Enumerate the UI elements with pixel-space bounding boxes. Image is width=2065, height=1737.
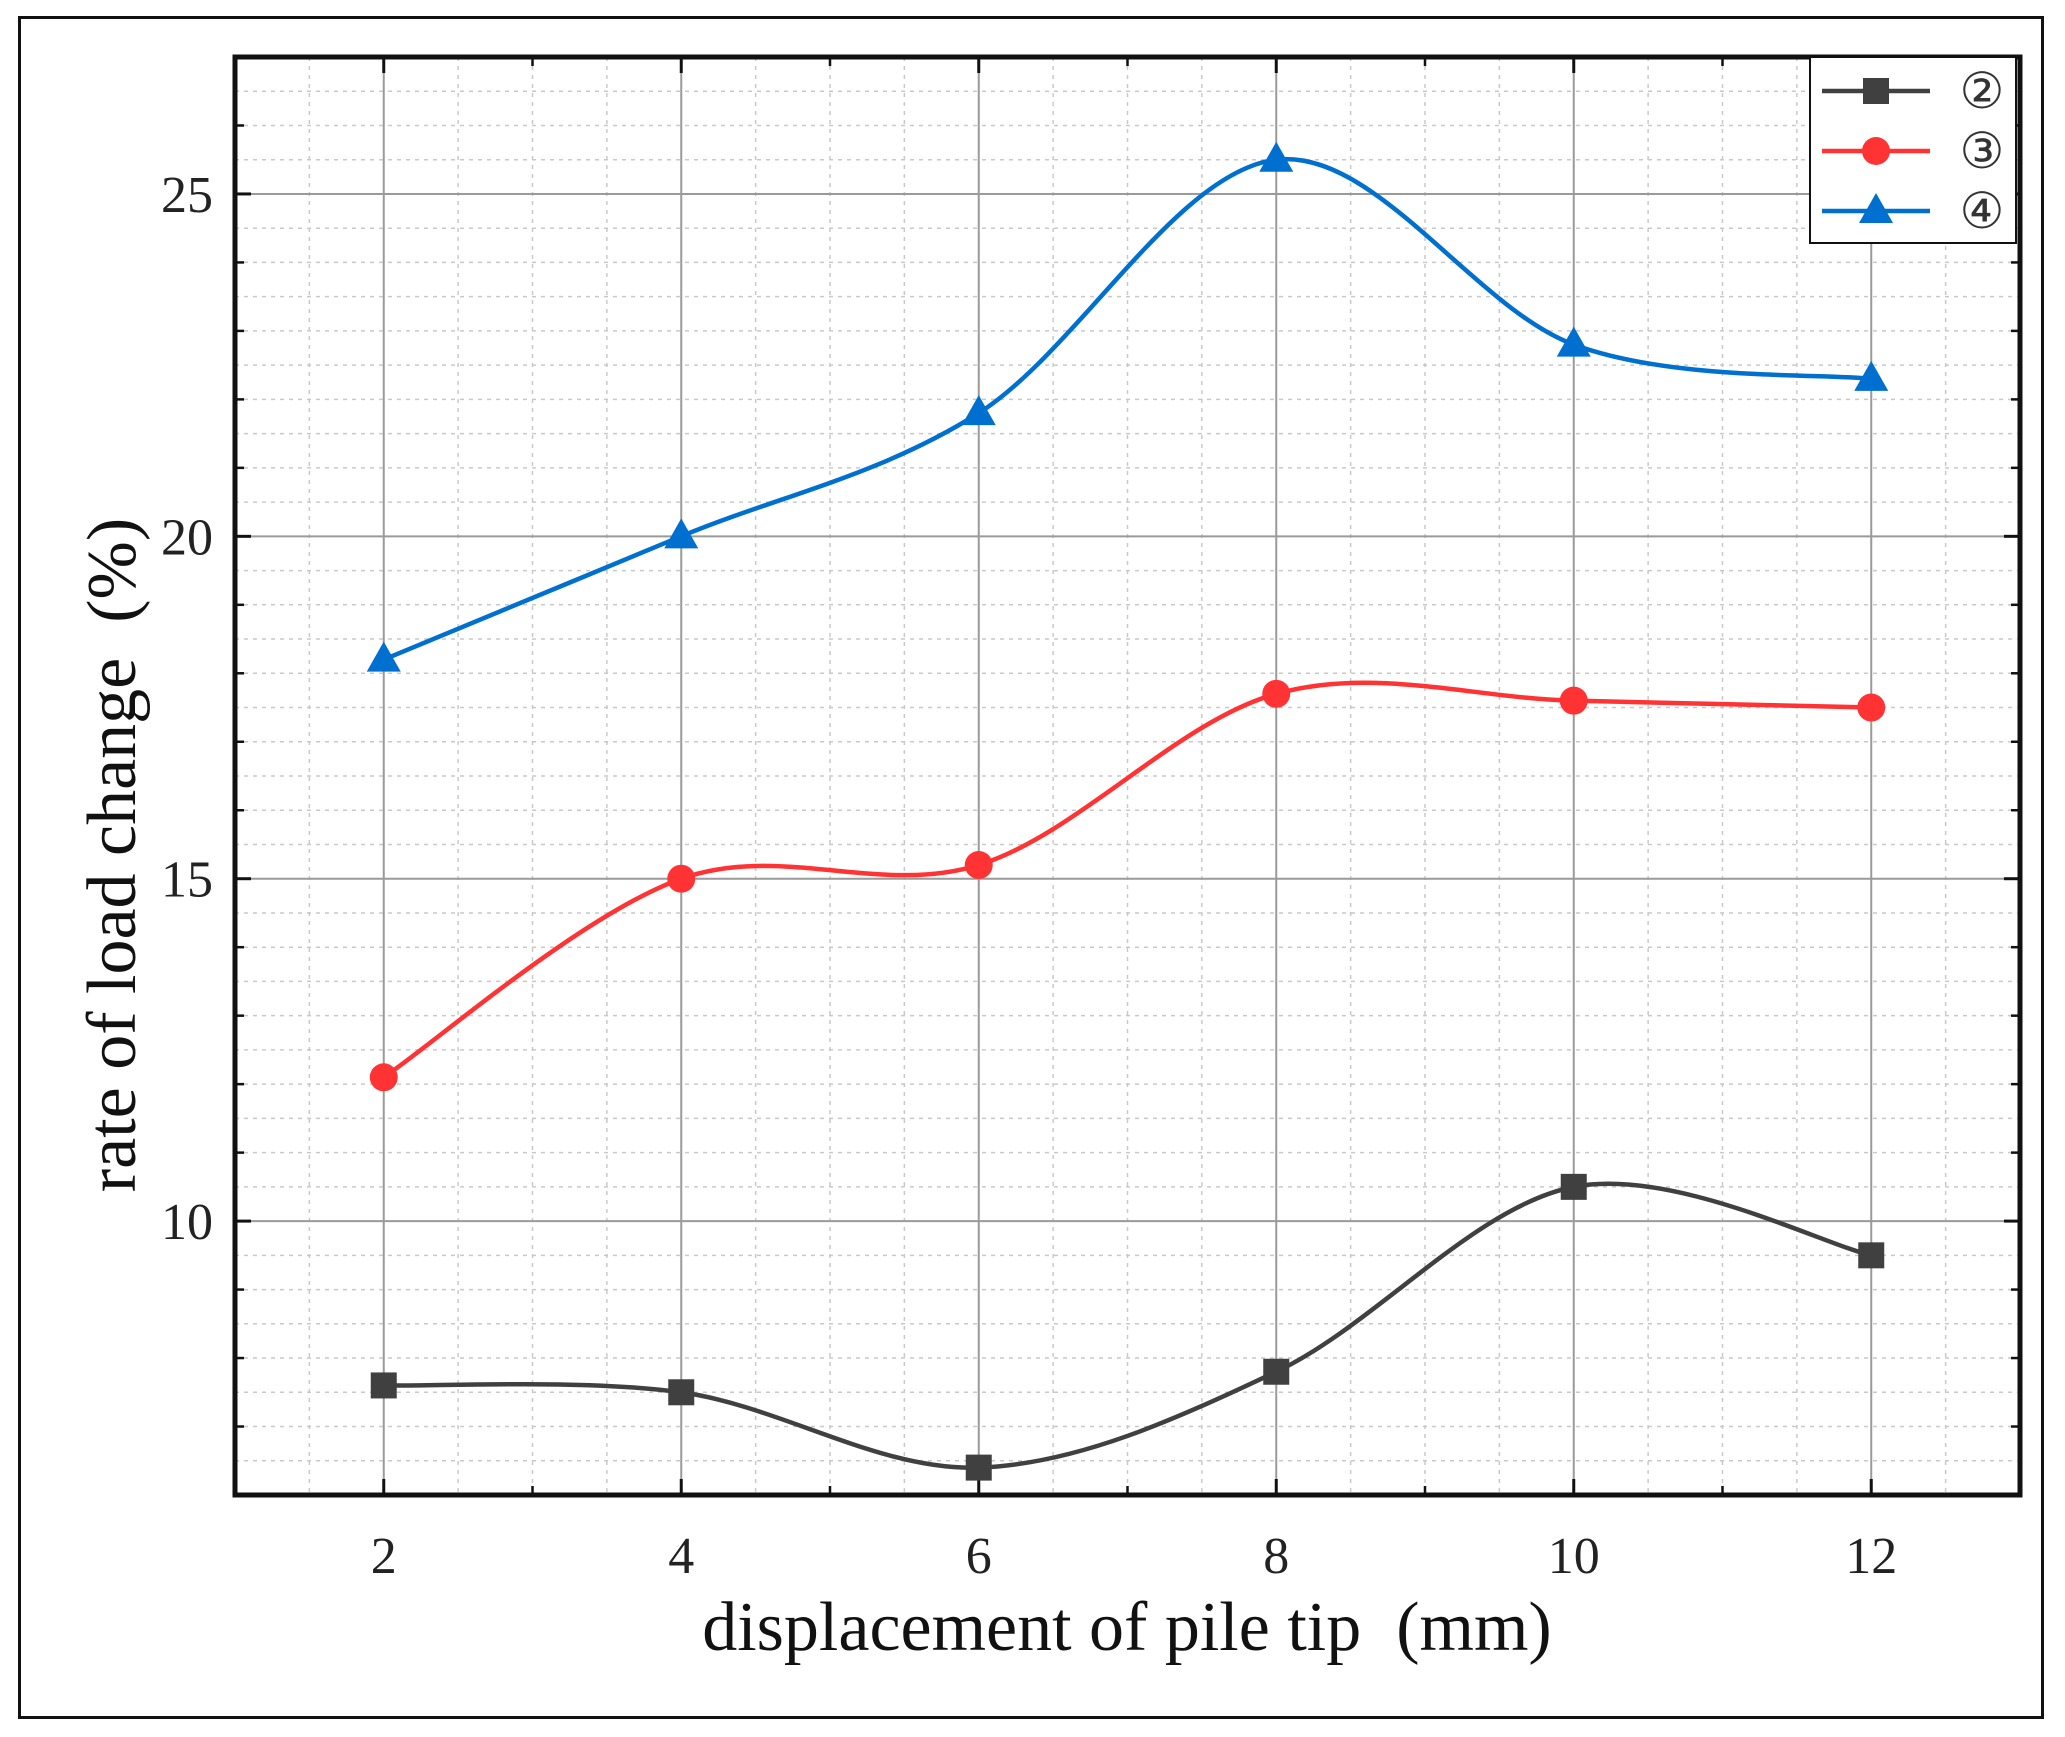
data-point	[1857, 693, 1886, 722]
data-point	[965, 1454, 992, 1481]
x-tick-label: 8	[1263, 1528, 1289, 1585]
data-point	[1262, 679, 1291, 708]
x-tick-label: 4	[668, 1528, 694, 1585]
data-point	[1556, 326, 1591, 357]
data-point	[1560, 1173, 1587, 1200]
x-tick-label: 12	[1845, 1528, 1897, 1585]
legend-marker	[1863, 78, 1889, 104]
series-layer	[366, 141, 1889, 1481]
x-axis-title: displacement of pile tip (mm)	[702, 1589, 1552, 1666]
data-point	[964, 851, 993, 880]
data-point	[1559, 686, 1588, 715]
data-point	[668, 1379, 695, 1406]
x-tick-label: 2	[371, 1528, 397, 1585]
legend-item: ④	[1822, 182, 2004, 240]
y-tick-label: 25	[161, 167, 213, 224]
data-point	[1263, 1358, 1290, 1385]
legend-item: ②	[1822, 62, 2004, 120]
series-line	[382, 680, 1872, 1080]
data-point	[366, 641, 401, 672]
x-tick-label: 6	[966, 1528, 992, 1585]
x-tick-label: 10	[1548, 1528, 1600, 1585]
legend-label: ③	[1960, 122, 2005, 180]
series-1	[370, 1173, 1885, 1481]
y-tick-label: 20	[161, 509, 213, 566]
series-line	[383, 1181, 1872, 1470]
data-point	[961, 395, 996, 426]
y-tick-labels: 10 15 20 25	[161, 167, 213, 1251]
y-axis-title: rate of load change (%)	[74, 518, 151, 1192]
figure-frame	[18, 16, 2044, 1719]
legend-item: ③	[1822, 122, 2004, 180]
data-point	[369, 1063, 398, 1092]
data-point	[1858, 1242, 1885, 1269]
legend-label: ②	[1960, 62, 2005, 120]
x-tick-labels: 2 4 6 8 10 12	[371, 1528, 1898, 1585]
series-line	[382, 157, 1872, 662]
data-point	[1854, 360, 1889, 391]
plot-border	[232, 54, 2023, 1498]
legend-label: ④	[1960, 182, 2005, 240]
y-tick-label: 10	[161, 1194, 213, 1251]
legend-marker	[1859, 193, 1893, 223]
data-point	[667, 864, 696, 893]
legend: ②③④	[1809, 56, 2017, 244]
legend-marker	[1862, 137, 1890, 165]
data-point	[370, 1372, 397, 1399]
y-tick-label: 15	[161, 852, 213, 909]
series-2	[369, 679, 1886, 1092]
series-3	[366, 141, 1889, 672]
data-point	[664, 518, 699, 549]
data-point	[1259, 141, 1294, 172]
